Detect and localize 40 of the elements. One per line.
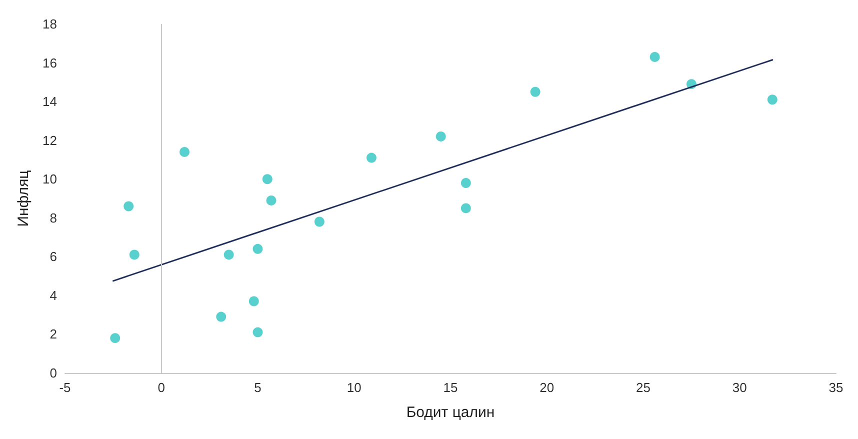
point <box>180 146 190 157</box>
x-tick-label: -5 <box>59 380 71 395</box>
point <box>262 174 272 184</box>
point <box>767 94 778 105</box>
x-tick-label: 0 <box>158 380 165 395</box>
y-tick-label: 14 <box>42 94 57 110</box>
point <box>252 244 263 254</box>
y-tick-label: 8 <box>50 210 57 226</box>
y-tick-label: 2 <box>50 326 57 342</box>
y-tick-label: 0 <box>50 366 57 380</box>
y-tick-label: 18 <box>42 16 57 32</box>
point <box>216 312 226 322</box>
y-tick-label: 4 <box>50 288 57 303</box>
y-tick-label: 16 <box>42 55 57 70</box>
x-tick-label: 35 <box>828 380 844 395</box>
y-tick-label: 6 <box>50 249 57 264</box>
point <box>266 195 276 206</box>
x-tick-label: 15 <box>443 380 458 395</box>
point <box>248 296 259 306</box>
point <box>124 201 134 212</box>
point <box>436 131 446 142</box>
point <box>129 250 140 260</box>
point <box>252 327 263 338</box>
point <box>110 333 120 344</box>
point <box>314 216 324 227</box>
y-tick-label: 10 <box>42 172 57 187</box>
point <box>530 86 540 97</box>
y-tick-label: 12 <box>42 132 57 148</box>
x-tick-label: 10 <box>346 380 362 395</box>
x-tick-label: 25 <box>636 380 650 395</box>
x-axis-title: Бодит цалин <box>406 404 495 421</box>
x-tick-label: 30 <box>732 380 747 395</box>
point <box>460 178 471 188</box>
point <box>224 250 234 260</box>
point <box>460 203 471 214</box>
x-tick-label: 20 <box>540 380 554 395</box>
point <box>366 152 376 163</box>
x-tick-label: 5 <box>254 380 262 395</box>
y-axis-title: Инфляц <box>15 170 32 227</box>
point <box>650 52 660 62</box>
